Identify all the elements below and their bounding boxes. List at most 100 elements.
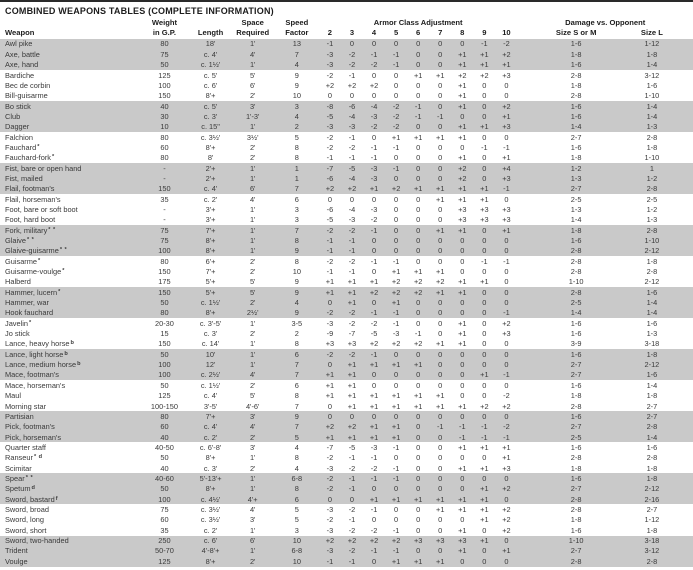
ac-adjust-10-cell: +2 xyxy=(502,504,511,514)
weight-cell: 30 xyxy=(160,111,169,121)
space-required-cell: 4' xyxy=(249,194,256,204)
ac-adjust-2-cell: +1 xyxy=(325,370,335,380)
damage-l-cell: 1-6 xyxy=(646,287,658,297)
ac-adjust-3-cell: +1 xyxy=(347,370,357,380)
table-row: Bardiche 125 c. 5' 5' 9 -2 -1 0 0 +1 +1 +2 +2 +3 2-8 3-… xyxy=(0,70,693,80)
weapon-name-cell: Club xyxy=(5,111,21,121)
weight-cell: 80 xyxy=(160,39,169,49)
ac-adjust-3-cell: +1 xyxy=(347,380,357,390)
ac-adjust-7-cell: 0 xyxy=(438,298,443,308)
ac-adjust-7-cell: 0 xyxy=(438,484,443,494)
length-cell: 8'+ xyxy=(205,246,216,256)
ac-adjust-4-cell: -2 xyxy=(370,318,378,328)
length-cell: 8'+ xyxy=(205,308,216,318)
ac-adjust-5-cell: -1 xyxy=(392,142,400,152)
weapon-name-cell: Spetumd xyxy=(5,484,36,494)
ac-adjust-10-cell: -2 xyxy=(503,422,510,432)
damage-sm-cell: 1-3 xyxy=(570,173,582,183)
ac-adjust-2-cell: -5 xyxy=(326,215,334,225)
space-required-cell: 1' xyxy=(249,473,256,483)
damage-sm-cell: 2-8 xyxy=(570,267,582,277)
ac-adjust-7-cell: 0 xyxy=(438,173,443,183)
table-row: Fist, bare or open hand - 2'+ 1' 1 -7 -5 -3 -1 0 0… xyxy=(0,163,693,174)
ac-adjust-2-cell: -2 xyxy=(326,142,334,152)
ac-adjust-9-cell: 0 xyxy=(482,173,487,183)
speed-factor-cell: 2 xyxy=(294,329,299,339)
weapon-name-cell: Dagger xyxy=(5,122,30,132)
weight-cell: 40 xyxy=(160,101,169,111)
weight-cell: 80 xyxy=(160,308,169,318)
ac-adjust-6-cell: +3 xyxy=(413,535,423,545)
weight-cell: 75 xyxy=(160,236,169,245)
ac-adjust-5-cell: 0 xyxy=(394,153,399,163)
space-required-cell: 6' xyxy=(249,535,256,545)
header-length-spacer xyxy=(191,18,231,28)
ac-adjust-8-cell: +1 xyxy=(458,546,467,556)
ac-adjust-10-cell: 0 xyxy=(504,277,509,287)
ac-adjust-4-cell: -2 xyxy=(370,525,378,535)
ac-adjust-6-cell: 0 xyxy=(416,215,421,225)
ac-adjust-4-cell: -1 xyxy=(370,142,378,152)
space-required-cell: 2' xyxy=(249,556,256,566)
ac-adjust-10-cell: -1 xyxy=(503,370,510,380)
ac-adjust-4-cell: -3 xyxy=(370,163,378,173)
ac-adjust-10-cell: -1 xyxy=(503,184,510,194)
ac-adjust-2-cell: -3 xyxy=(326,318,334,328)
ac-adjust-5-cell: 0 xyxy=(394,453,399,463)
ac-adjust-2-cell: -7 xyxy=(326,442,334,452)
header-damage-group: Damage vs. Opponent xyxy=(565,18,646,28)
ac-adjust-4-cell: +1 xyxy=(369,432,379,442)
ac-adjust-7-cell: 0 xyxy=(438,525,443,535)
weapon-name-cell: Voulge xyxy=(5,556,28,566)
weapon-name-cell: Jo stick xyxy=(5,329,30,339)
speed-factor-cell: 7 xyxy=(294,225,299,235)
ac-adjust-3-cell: -2 xyxy=(348,349,356,359)
damage-l-cell: 1 xyxy=(649,163,654,173)
space-required-cell: 3' xyxy=(249,515,256,525)
ac-adjust-3-cell: -1 xyxy=(348,556,356,566)
ac-adjust-8-cell: +1 xyxy=(458,463,467,473)
weight-cell: 60 xyxy=(160,142,169,152)
ac-adjust-7-cell: 0 xyxy=(438,39,443,49)
ac-adjust-2-cell: 0 xyxy=(327,194,332,204)
damage-sm-cell: 1-6 xyxy=(570,60,582,70)
damage-sm-cell: 1-6 xyxy=(570,39,582,49)
ac-adjust-5-cell: 0 xyxy=(394,349,399,359)
ac-adjust-4-cell: +2 xyxy=(369,287,379,297)
speed-factor-cell: 8 xyxy=(294,142,299,152)
ac-adjust-8-cell: 0 xyxy=(460,256,465,266)
weight-cell: 80 xyxy=(160,132,169,142)
ac-adjust-7-cell: 0 xyxy=(438,308,443,318)
table-row: Fork, military* * 75 7'+ 1' 7 -2 -2 -1 0 0 +1 +1 0 +1… xyxy=(0,225,693,236)
ac-adjust-6-cell: +1 xyxy=(413,494,423,504)
ac-adjust-10-cell: +1 xyxy=(502,60,511,70)
damage-l-cell: 1-3 xyxy=(646,329,658,339)
combined-weapons-table: Weight Space Speed Armor Class Adjustmen… xyxy=(0,18,693,567)
speed-factor-cell: 13 xyxy=(292,39,301,49)
ac-adjust-6-cell: 0 xyxy=(416,60,421,70)
ac-adjust-6-cell: 0 xyxy=(416,380,421,390)
length-cell: c. 4½' xyxy=(200,494,221,504)
speed-factor-cell: 4 xyxy=(294,463,299,473)
weight-cell: 100 xyxy=(158,370,171,380)
ac-adjust-5-cell: 0 xyxy=(394,173,399,183)
speed-factor-cell: 4 xyxy=(294,60,299,70)
space-required-cell: 5' xyxy=(249,287,256,297)
ac-adjust-6-cell: +1 xyxy=(413,267,423,277)
ac-adjust-8-cell: +3 xyxy=(458,215,467,225)
ac-adjust-5-cell: 0 xyxy=(394,246,399,256)
length-cell: 5'+ xyxy=(205,287,216,297)
ac-adjust-10-cell: 0 xyxy=(504,339,509,349)
ac-adjust-5-cell: 0 xyxy=(394,80,399,90)
table-row: Bill-guisarme 150 8'+ 2' 10 0 0 0 0 0 0 +1 0 0 2-8 1-10 xyxy=(0,91,693,101)
ac-adjust-4-cell: 0 xyxy=(371,70,377,80)
ac-adjust-10-cell: +3 xyxy=(502,173,511,183)
table-row: Falchion 80 c. 3½' 3½' 5 -2 -1 0 +1 +1 +1 +1 0 0 2-7 2-… xyxy=(0,132,693,142)
ac-adjust-5-cell: +1 xyxy=(391,391,401,401)
length-cell: c. 1½' xyxy=(200,60,221,70)
ac-adjust-6-cell: 0 xyxy=(416,370,421,380)
length-cell: 7'+ xyxy=(205,267,216,277)
length-cell: c. 3' xyxy=(203,111,218,121)
damage-sm-cell: 1-8 xyxy=(570,80,582,90)
weapon-name-cell: Maul xyxy=(5,391,22,401)
